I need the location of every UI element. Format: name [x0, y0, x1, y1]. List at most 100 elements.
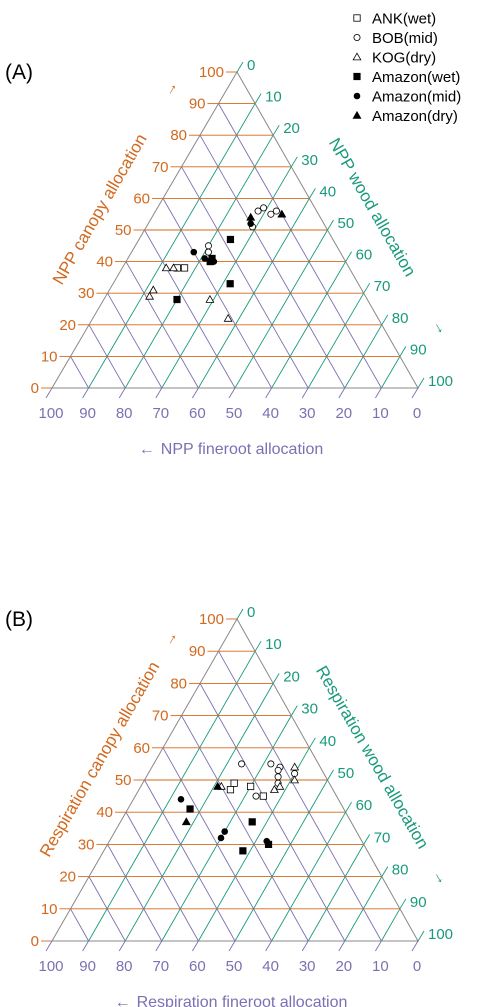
panel-label: (B)	[5, 608, 33, 631]
legend-item: KOG(dry)	[352, 50, 436, 67]
canopy-tick-label: 90	[189, 643, 206, 660]
wood-tick-label: 60	[356, 797, 373, 814]
fineroot-gridline	[88, 324, 126, 389]
legend-marker	[353, 34, 361, 42]
legend-label: ANK(wet)	[372, 11, 436, 28]
legend-label: BOB(mid)	[372, 30, 438, 47]
fineroot-tick	[411, 387, 419, 399]
fineroot-tick-label: 90	[79, 405, 96, 422]
data-point	[274, 766, 282, 774]
data-point	[169, 263, 179, 272]
fineroot-tick-label: 0	[413, 405, 421, 422]
fineroot-axis-arrow: ←	[139, 441, 155, 458]
canopy-tick-label: 0	[31, 380, 39, 397]
wood-tick-label: 0	[247, 57, 255, 74]
fineroot-tick-label: 40	[262, 958, 279, 975]
wood-tick	[399, 898, 407, 910]
fineroot-gridline	[144, 779, 236, 942]
wood-tick	[309, 737, 316, 749]
data-point	[221, 828, 229, 835]
wood-tick-label: 40	[319, 183, 336, 200]
legend-marker	[353, 92, 361, 100]
data-points	[177, 760, 300, 855]
data-point	[180, 264, 189, 272]
fineroot-tick	[375, 940, 382, 952]
fineroot-tick-label: 70	[152, 958, 169, 975]
data-point	[239, 847, 247, 855]
panel-label: (A)	[5, 61, 33, 84]
canopy-tick-label: 30	[78, 836, 95, 853]
fineroot-tick	[45, 940, 53, 952]
data-point	[254, 207, 262, 215]
data-point	[186, 805, 194, 813]
fineroot-axis-label: NPP fineroot allocation	[161, 441, 323, 458]
fineroot-gridline	[107, 292, 163, 389]
fineroot-tick-label: 0	[413, 958, 421, 975]
wood-tick-label: 60	[356, 247, 373, 264]
wood-tick	[399, 346, 407, 357]
data-point	[226, 786, 235, 794]
fineroot-gridline	[144, 229, 236, 389]
fineroot-gridline	[181, 166, 309, 389]
legend: ANK(wet) BOB(mid) KOG(dry) Amazon(wet) Amazo…	[352, 11, 461, 125]
fineroot-tick	[338, 940, 346, 952]
fineroot-tick	[265, 387, 272, 399]
wood-tick-label: 90	[410, 341, 427, 358]
wood-tick-label: 0	[247, 604, 255, 621]
wood-tick-label: 80	[392, 310, 409, 327]
data-point	[290, 762, 300, 771]
fineroot-tick-label: 50	[226, 405, 243, 422]
data-point	[148, 285, 158, 294]
data-point	[274, 773, 282, 781]
wood-axis-title: Respiration wood allocation →	[312, 662, 451, 888]
fineroot-axis-title: Respiration fineroot allocation ←	[115, 994, 348, 1007]
data-point	[247, 220, 254, 227]
canopy-tick-label: 90	[189, 96, 206, 113]
legend-item: Amazon(wet)	[353, 69, 460, 86]
legend-marker	[352, 110, 362, 119]
canopy-axis-arrow: →	[159, 628, 181, 649]
fineroot-tick	[338, 387, 346, 399]
legend-marker	[353, 72, 361, 81]
wood-tick-label: 100	[428, 926, 453, 943]
data-point	[267, 760, 275, 768]
data-point	[223, 313, 233, 322]
wood-tick-label: 70	[374, 829, 391, 846]
fineroot-gridline	[218, 650, 382, 942]
wood-gridline	[344, 876, 383, 942]
legend-item: Amazon(mid)	[353, 89, 461, 106]
data-point	[248, 818, 256, 826]
fineroot-tick-label: 80	[116, 405, 133, 422]
fineroot-tick	[155, 387, 163, 399]
data-point	[252, 792, 260, 800]
fineroot-tick	[82, 940, 89, 952]
fineroot-tick	[118, 940, 126, 952]
canopy-tick-label: 50	[115, 772, 132, 789]
fineroot-tick-label: 20	[335, 958, 352, 975]
wood-tick	[345, 251, 352, 262]
canopy-axis-title: Respiration canopy allocation →	[36, 628, 182, 860]
legend-item: ANK(wet)	[353, 11, 436, 28]
wood-axis-arrow: →	[429, 317, 451, 338]
data-point	[173, 295, 181, 304]
canopy-tick-label: 10	[41, 348, 58, 365]
data-point	[238, 760, 246, 768]
data-point	[177, 796, 185, 803]
wood-tick-label: 100	[428, 373, 453, 390]
canopy-tick-label: 60	[133, 740, 150, 757]
data-point	[246, 212, 256, 221]
canopy-tick-label: 100	[199, 64, 224, 81]
wood-tick-label: 20	[283, 668, 300, 685]
wood-tick	[254, 640, 262, 652]
wood-gridline	[234, 229, 328, 389]
data-point	[246, 782, 255, 791]
wood-tick	[363, 282, 371, 294]
data-point	[210, 258, 218, 265]
wood-tick	[236, 61, 244, 73]
fineroot-tick	[228, 940, 236, 952]
fineroot-gridline	[88, 876, 126, 942]
legend-label: Amazon(dry)	[372, 108, 458, 125]
wood-axis-label: Respiration wood allocation	[312, 662, 432, 852]
wood-tick-label: 10	[265, 636, 282, 653]
canopy-tick-label: 10	[41, 901, 58, 918]
